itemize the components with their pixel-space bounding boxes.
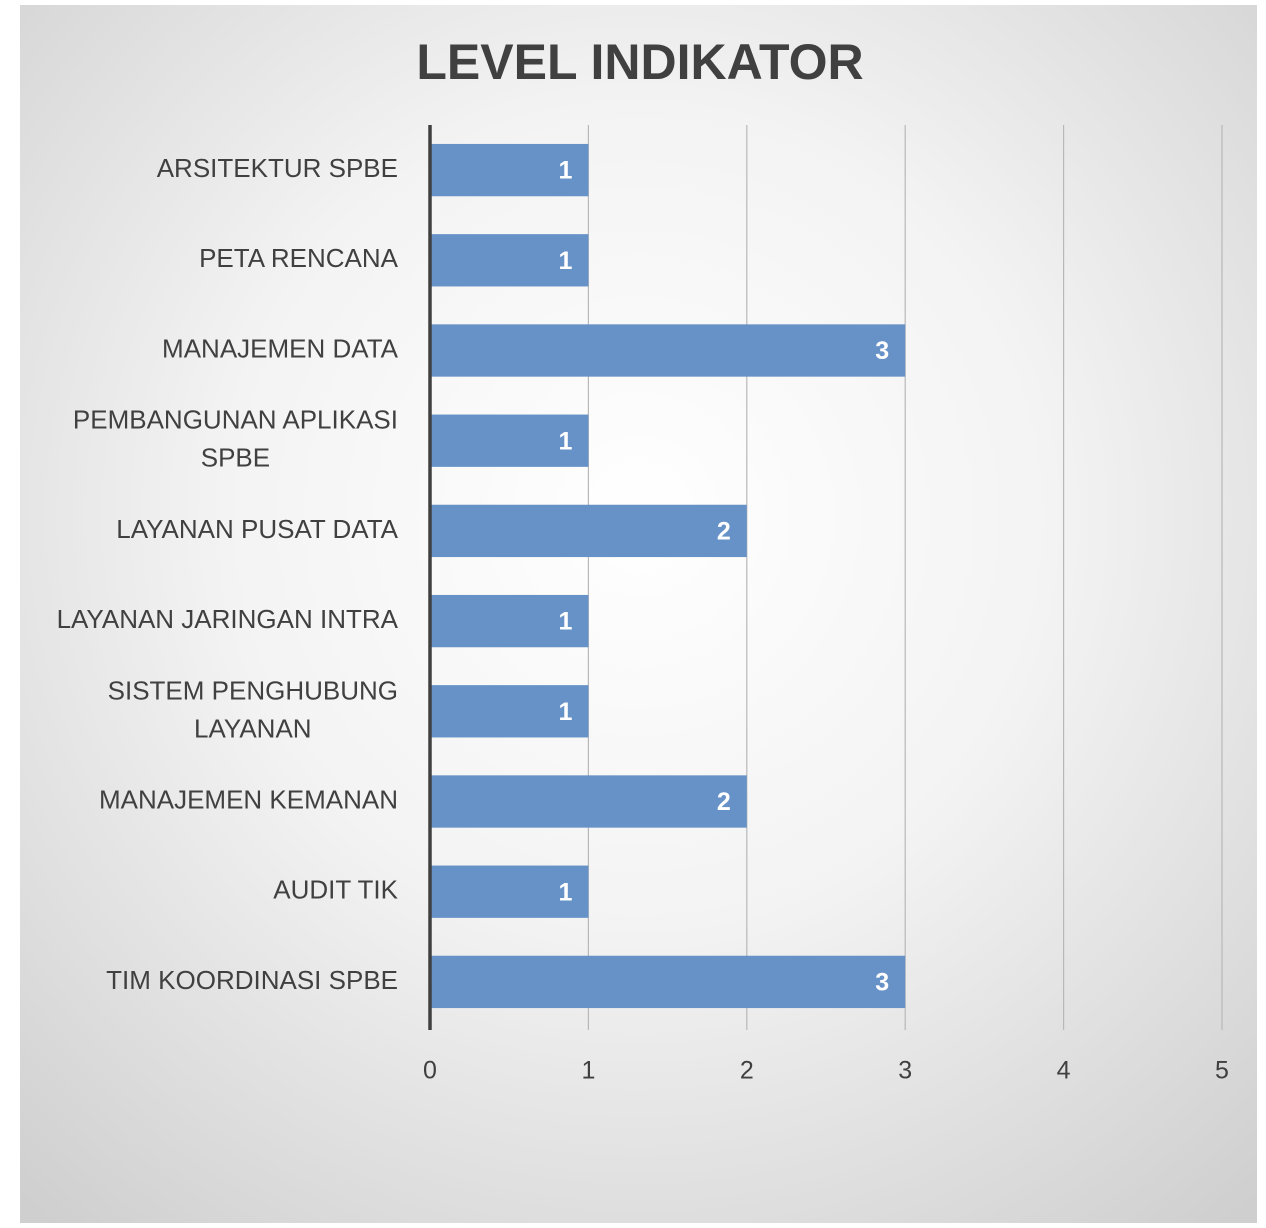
data-label: 3 — [875, 969, 889, 997]
chart-background — [20, 5, 1257, 1223]
bar — [430, 324, 906, 377]
data-label: 1 — [558, 608, 572, 636]
x-tick-label: 3 — [898, 1057, 912, 1085]
bar — [430, 594, 589, 648]
data-label: 1 — [558, 427, 572, 455]
x-tick-label: 2 — [740, 1057, 754, 1085]
data-label: 2 — [717, 518, 731, 546]
chart-title: LEVEL INDIKATOR — [416, 34, 863, 90]
y-tick-label: PETA RENCANA — [199, 243, 399, 273]
y-tick-label: AUDIT TIK — [273, 875, 398, 905]
data-label: 1 — [558, 247, 572, 275]
bar — [430, 143, 589, 197]
x-tick-label: 5 — [1215, 1057, 1229, 1085]
x-tick-label: 1 — [581, 1057, 595, 1085]
y-tick-label: LAYANAN JARINGAN INTRA — [57, 604, 399, 634]
y-tick-label: LAYANAN PUSAT DATA — [116, 514, 398, 544]
y-tick-label: TIM KOORDINASI SPBE — [106, 965, 398, 995]
label-line: SPBE — [201, 443, 270, 473]
bar — [430, 865, 589, 918]
x-tick-label: 4 — [1057, 1057, 1071, 1085]
y-tick-label: ARSITEKTUR SPBE — [157, 153, 398, 183]
data-label: 3 — [875, 337, 889, 365]
data-label: 1 — [558, 878, 572, 906]
bar — [430, 414, 589, 467]
bar — [430, 234, 589, 287]
bar — [430, 685, 589, 738]
data-label: 2 — [717, 788, 731, 816]
data-label: 1 — [558, 698, 572, 726]
y-tick-label: MANAJEMEN KEMANAN — [99, 784, 398, 814]
label-line: PEMBANGUNAN APLIKASI — [73, 405, 398, 435]
label-line: SISTEM PENGHUBUNG — [108, 675, 398, 705]
y-tick-label: MANAJEMEN DATA — [162, 333, 399, 363]
y-tick-label: PEMBANGUNAN APLIKASI SPBE — [73, 405, 398, 473]
x-tick-label: 0 — [423, 1057, 437, 1085]
bar — [430, 955, 906, 1009]
data-label: 1 — [558, 157, 572, 185]
label-line: LAYANAN — [194, 713, 312, 743]
y-tick-label: SISTEM PENGHUBUNG LAYANAN — [108, 675, 398, 743]
bar — [430, 504, 747, 558]
bar — [430, 775, 747, 828]
